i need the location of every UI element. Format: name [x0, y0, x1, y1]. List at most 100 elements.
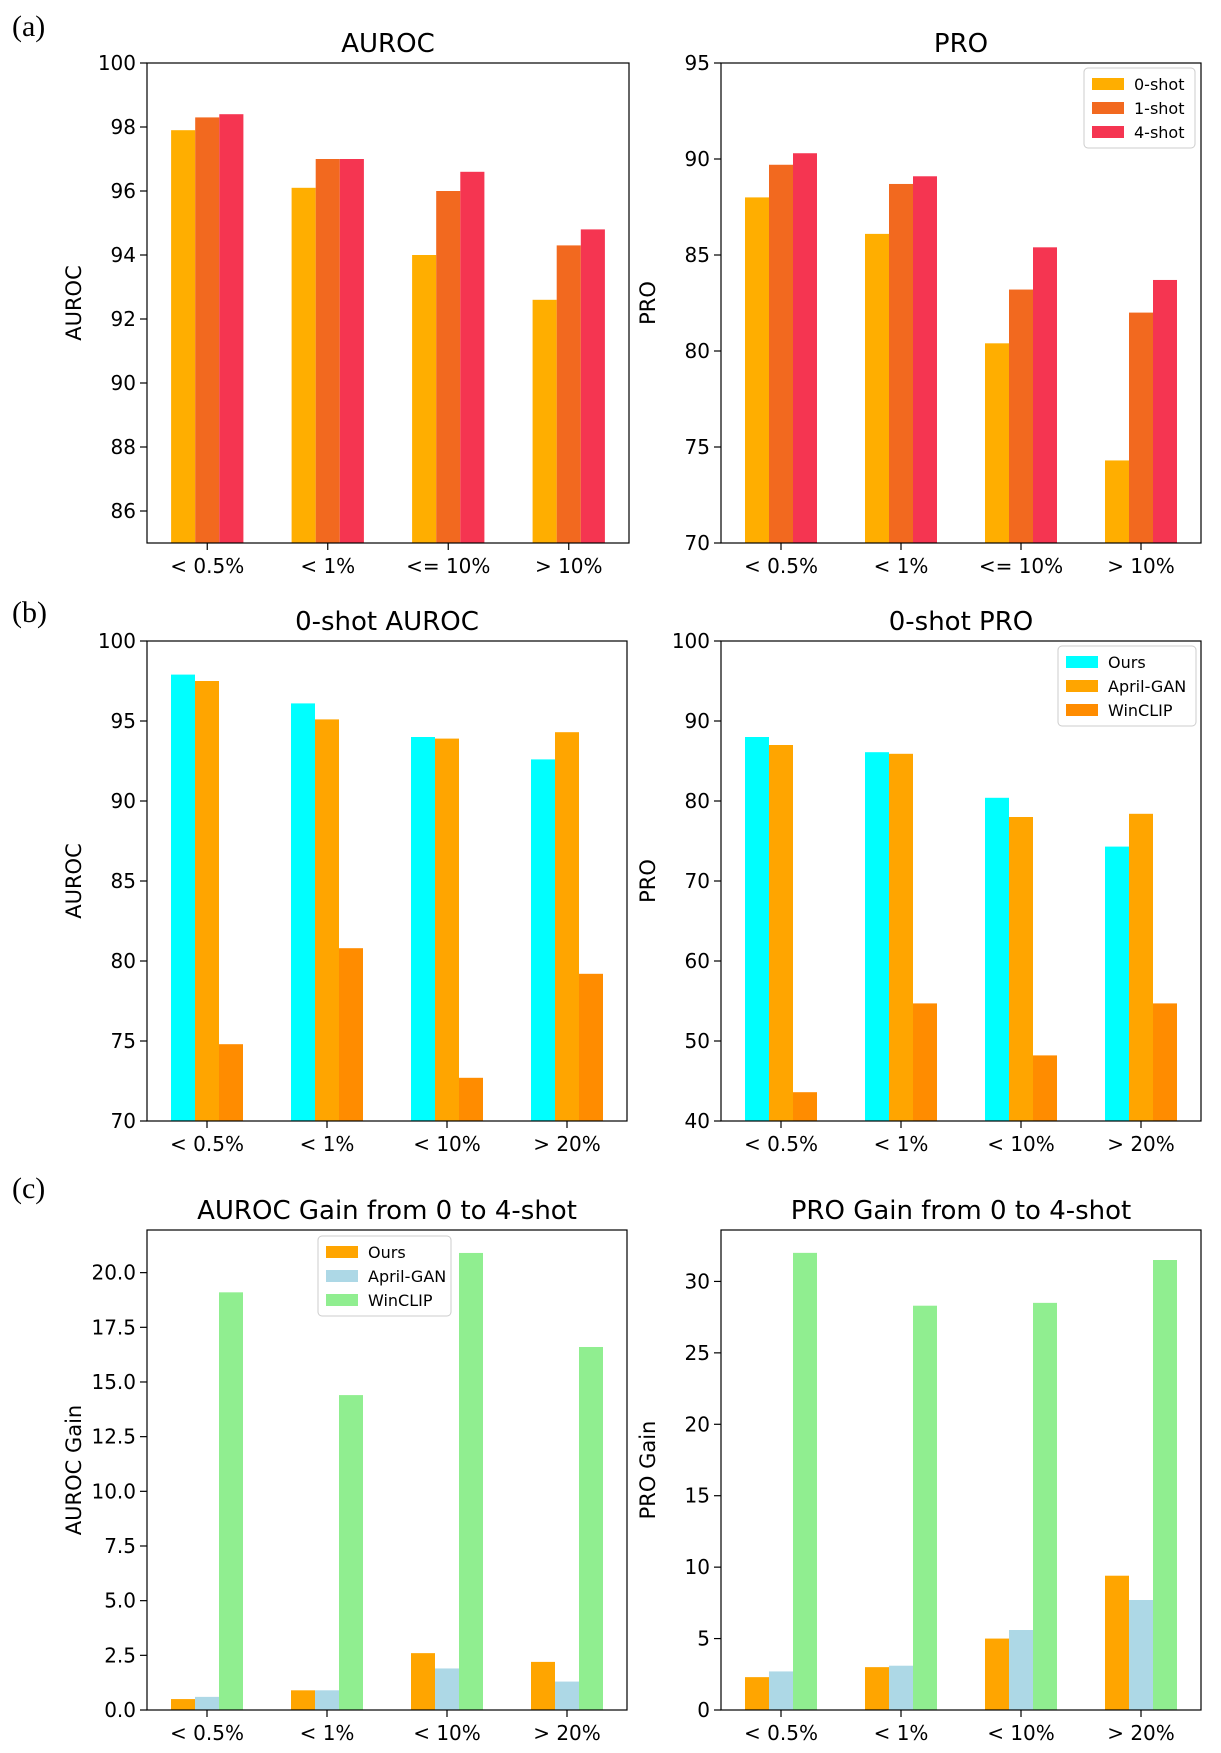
bar-1-shot-3 — [436, 191, 461, 543]
bar-winclip-4 — [579, 973, 603, 1121]
bar-ours-2 — [291, 703, 315, 1121]
y-tick-label: 98 — [111, 115, 136, 139]
x-tick-label: > 20% — [533, 1721, 601, 1745]
bar-ours-2 — [865, 752, 889, 1121]
bar-april-gan-3 — [1009, 1630, 1033, 1710]
panel-label-a: (a) — [12, 10, 46, 43]
bar-april-gan-3 — [1009, 817, 1033, 1121]
x-tick-label: < 0.5% — [170, 1721, 244, 1745]
bar-0-shot-2 — [865, 233, 889, 543]
x-tick-label: <= 10% — [406, 554, 490, 578]
bar-april-gan-2 — [889, 753, 913, 1121]
y-tick-label: 30 — [685, 1269, 710, 1293]
bar-0-shot-4 — [1105, 460, 1129, 543]
y-tick-label: 7.5 — [104, 1534, 136, 1558]
bar-0-shot-3 — [985, 343, 1009, 543]
panel-label-b: (b) — [12, 596, 47, 629]
y-tick-label: 50 — [685, 1029, 710, 1053]
bar-winclip-2 — [913, 1305, 937, 1710]
legend-swatch — [326, 1294, 358, 1306]
x-tick-label: > 10% — [535, 554, 603, 578]
panel-label-c: (c) — [12, 1172, 46, 1205]
legend-swatch — [326, 1270, 358, 1282]
y-tick-label: 100 — [98, 51, 136, 75]
legend-swatch — [1092, 102, 1124, 114]
y-tick-label: 90 — [685, 147, 710, 171]
x-tick-label: < 1% — [874, 1721, 929, 1745]
y-axis-label: PRO — [636, 281, 660, 325]
bar-0-shot-3 — [412, 255, 437, 543]
y-tick-label: 17.5 — [91, 1315, 136, 1339]
legend-swatch — [326, 1246, 358, 1258]
bar-ours-1 — [745, 737, 769, 1121]
bar-1-shot-3 — [1009, 289, 1033, 543]
legend: Ours April-GAN WinCLIP — [317, 1235, 452, 1317]
bar-ours-4 — [1105, 1575, 1129, 1710]
chart-1: 86 88 90 92 94 96 98 100 < 0.5% < 1% <= 10% > 10% AU… — [62, 29, 630, 578]
x-tick-label: < 0.5% — [744, 1132, 818, 1156]
y-tick-label: 70 — [685, 531, 710, 555]
bar-4-shot-4 — [580, 229, 605, 543]
chart-title: PRO Gain from 0 to 4-shot — [791, 1196, 1132, 1226]
y-tick-label: 95 — [111, 709, 136, 733]
bar-4-shot-2 — [339, 159, 364, 543]
bar-ours-2 — [865, 1667, 889, 1710]
x-tick-label: < 1% — [300, 1132, 355, 1156]
legend-label: 1-shot — [1134, 99, 1185, 118]
legend-label: Ours — [368, 1243, 406, 1262]
y-tick-label: 5 — [697, 1627, 710, 1651]
bar-ours-1 — [171, 1699, 195, 1710]
legend-box — [317, 1235, 452, 1317]
y-tick-label: 75 — [685, 435, 710, 459]
bar-winclip-1 — [793, 1092, 817, 1121]
y-axis-label: AUROC — [62, 843, 86, 919]
chart-title: AUROC — [341, 29, 435, 59]
y-axis-label: PRO — [636, 859, 660, 903]
x-tick-label: > 20% — [1107, 1721, 1175, 1745]
bar-april-gan-1 — [195, 1696, 219, 1710]
bar-april-gan-1 — [195, 681, 219, 1121]
chart-title: 0-shot AUROC — [295, 607, 479, 637]
chart-3: 70 75 80 85 90 95 100 < 0.5% < 1% < 10% > 20% 0-sho… — [62, 607, 628, 1156]
bar-april-gan-2 — [315, 719, 339, 1121]
bar-winclip-1 — [219, 1292, 243, 1710]
x-tick-label: < 1% — [300, 554, 355, 578]
y-tick-label: 92 — [111, 307, 136, 331]
x-tick-label: < 1% — [874, 554, 929, 578]
bar-winclip-4 — [1153, 1260, 1177, 1710]
y-tick-label: 88 — [111, 435, 136, 459]
bar-4-shot-2 — [913, 176, 937, 543]
y-tick-label: 2.5 — [104, 1643, 136, 1667]
legend-label: 4-shot — [1134, 123, 1185, 142]
plot-frame — [720, 62, 1202, 544]
bar-4-shot-1 — [219, 114, 244, 543]
bar-4-shot-3 — [1033, 247, 1057, 543]
plot-frame — [146, 640, 628, 1122]
bar-1-shot-1 — [195, 117, 220, 544]
y-tick-label: 80 — [111, 949, 136, 973]
y-tick-label: 90 — [111, 371, 136, 395]
y-tick-label: 25 — [685, 1341, 710, 1365]
bar-ours-4 — [531, 759, 555, 1121]
y-tick-label: 40 — [685, 1109, 710, 1133]
bar-april-gan-4 — [1129, 1600, 1153, 1710]
legend-swatch — [1066, 680, 1098, 692]
chart-5: 0.0 2.5 5.0 7.5 10.0 12.5 15.0 17.5 20.0 < 0.5% < … — [62, 1196, 628, 1745]
chart-6: 0 5 10 15 20 25 30 < 0.5% < 1% < 10% > 20% PRO Gain… — [636, 1196, 1202, 1745]
x-tick-label: < 10% — [987, 1721, 1055, 1745]
bar-0-shot-1 — [171, 130, 196, 543]
legend-box — [1083, 67, 1196, 149]
x-tick-label: < 0.5% — [744, 1721, 818, 1745]
bar-ours-1 — [171, 674, 195, 1121]
bar-1-shot-2 — [315, 159, 340, 543]
y-tick-label: 15 — [685, 1484, 710, 1508]
bar-4-shot-3 — [460, 171, 485, 544]
bar-ours-3 — [411, 1653, 435, 1710]
bar-april-gan-1 — [769, 1671, 793, 1710]
legend-swatch — [1092, 78, 1124, 90]
y-tick-label: 10 — [685, 1555, 710, 1579]
x-tick-label: > 20% — [533, 1132, 601, 1156]
bar-ours-4 — [531, 1661, 555, 1710]
x-tick-label: < 1% — [300, 1721, 355, 1745]
bar-april-gan-4 — [555, 732, 579, 1121]
